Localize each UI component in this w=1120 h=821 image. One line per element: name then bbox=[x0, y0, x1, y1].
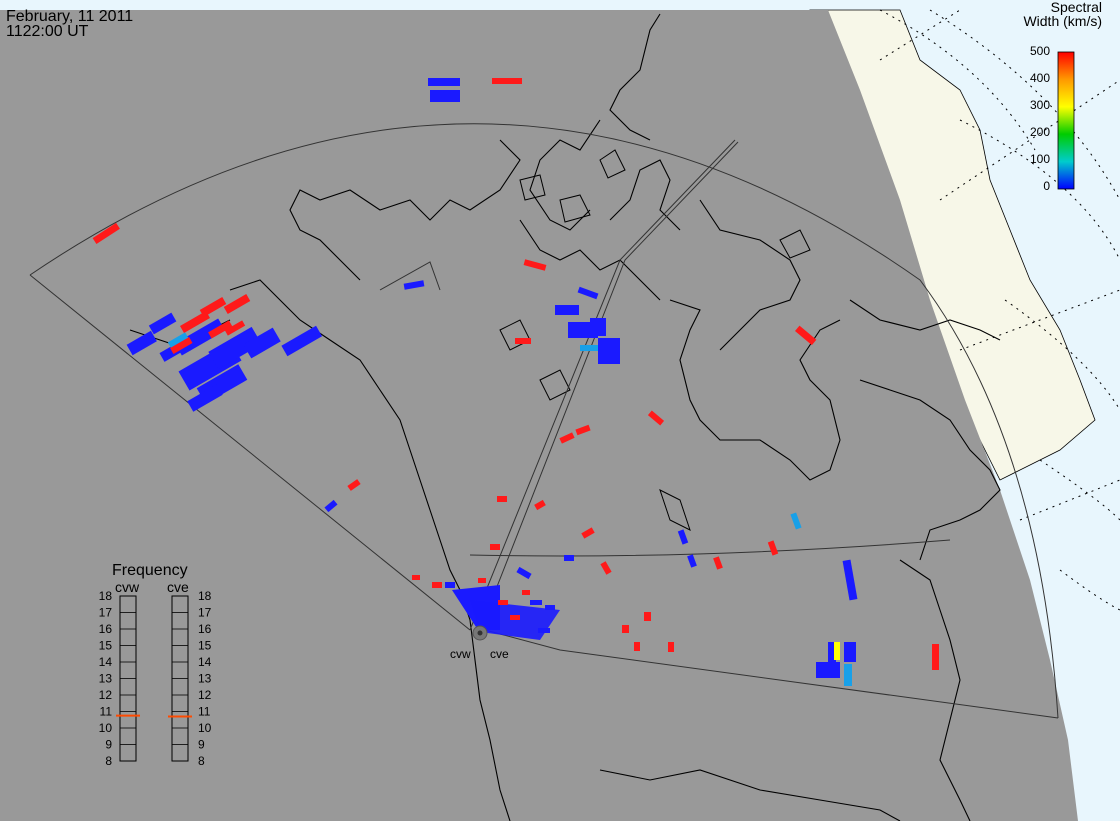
colorbar-tick: 100 bbox=[1030, 152, 1050, 166]
frequency-tick-right: 10 bbox=[198, 721, 212, 735]
frequency-tick-right: 15 bbox=[198, 639, 212, 653]
frequency-radar-cvw: cvw bbox=[115, 579, 140, 595]
field-of-view bbox=[29, 123, 1059, 719]
frequency-tick-right: 8 bbox=[198, 754, 205, 768]
colorbar-tick: 200 bbox=[1030, 125, 1050, 139]
color-scale-legend: Spectral Width (km/s) 500 400 300 200 10… bbox=[1023, 0, 1102, 193]
frequency-tick-left: 11 bbox=[100, 705, 113, 719]
frequency-tick-right: 13 bbox=[198, 672, 212, 686]
frequency-scale: 18 18 17 17 16 16 15 15 14 14 13 13 12 12 11 11 10 10 9 9 8 8 bbox=[99, 589, 212, 768]
frequency-title: Frequency bbox=[112, 562, 188, 579]
arctic-islands bbox=[499, 149, 811, 531]
frequency-tick-left: 10 bbox=[99, 721, 113, 735]
colorbar-title-line2: Width (km/s) bbox=[1023, 13, 1102, 29]
colorbar-tick: 300 bbox=[1030, 98, 1050, 112]
frequency-tick-right: 11 bbox=[198, 705, 211, 719]
frequency-tick-left: 14 bbox=[99, 655, 113, 669]
map-gray-area bbox=[0, 10, 1078, 821]
colorbar-title-line1: Spectral bbox=[1051, 0, 1102, 15]
radar-echoes bbox=[92, 78, 939, 686]
frequency-tick-left: 18 bbox=[99, 589, 113, 603]
colorbar-tick: 400 bbox=[1030, 71, 1050, 85]
frequency-tick-left: 9 bbox=[105, 738, 112, 752]
frequency-radar-cve: cve bbox=[167, 579, 189, 595]
frequency-tick-right: 18 bbox=[198, 589, 212, 603]
colorbar-tick: 500 bbox=[1030, 44, 1050, 58]
timestamp-header: February, 11 2011 1122:00 UT bbox=[6, 8, 134, 40]
radar-label-cve: cve bbox=[490, 647, 509, 661]
colorbar-gradient bbox=[1057, 51, 1075, 190]
frequency-tick-left: 17 bbox=[99, 606, 113, 620]
coastlines bbox=[129, 13, 1001, 821]
frequency-tick-right: 14 bbox=[198, 655, 212, 669]
frequency-tick-right: 17 bbox=[198, 606, 212, 620]
frequency-tick-left: 12 bbox=[99, 688, 113, 702]
radar-site-marker bbox=[472, 625, 488, 641]
frequency-panel: Frequency cvw cve 18 18 17 17 16 16 15 15 14 14 13… bbox=[99, 562, 212, 768]
frequency-tick-left: 15 bbox=[99, 639, 113, 653]
frequency-tick-left: 16 bbox=[99, 622, 113, 636]
frequency-tick-left: 13 bbox=[99, 672, 113, 686]
time-label: 1122:00 UT bbox=[6, 23, 89, 40]
frequency-tick-right: 9 bbox=[198, 738, 205, 752]
frequency-tick-right: 16 bbox=[198, 622, 212, 636]
frequency-tick-right: 12 bbox=[198, 688, 212, 702]
radar-label-cvw: cvw bbox=[450, 647, 471, 661]
frequency-tick-left: 8 bbox=[105, 754, 112, 768]
colorbar-tick: 0 bbox=[1043, 179, 1050, 193]
date-label: February, 11 2011 bbox=[6, 8, 134, 25]
